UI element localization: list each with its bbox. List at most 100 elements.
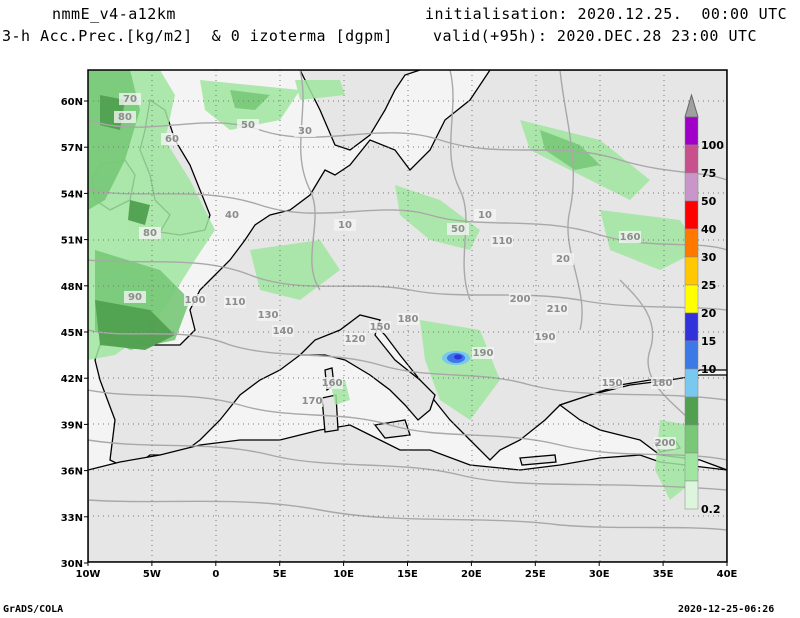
contour-label: 50 — [451, 224, 465, 235]
lat-lon-grid — [88, 70, 727, 562]
contour-label: 80 — [143, 228, 157, 239]
contour-label-bg — [257, 309, 279, 321]
contour-label-bg — [221, 209, 243, 221]
legend-swatch — [684, 200, 699, 230]
legend-label: 50 — [701, 195, 717, 208]
lat-label: 54N — [61, 189, 83, 200]
contour-label-bg — [447, 223, 469, 235]
lat-label: 57N — [61, 143, 83, 154]
contour-label: 60 — [165, 134, 179, 145]
contour-label: 90 — [128, 292, 142, 303]
contour-label-bg — [601, 377, 623, 389]
contour-label-bg — [161, 133, 183, 145]
initialisation-time: initialisation: 2020.12.25. 00:00 UTC — [425, 5, 788, 23]
legend-swatch — [684, 284, 699, 314]
italy — [298, 314, 436, 421]
legend-swatch — [684, 144, 699, 174]
legend-swatch — [684, 172, 699, 202]
contour-label: 170 — [302, 396, 323, 407]
lat-label: 42N — [61, 374, 83, 385]
lon-label: 10E — [333, 569, 354, 580]
contour-label: 200 — [655, 438, 676, 449]
contour-label: 210 — [547, 304, 568, 315]
legend-label: 15 — [701, 335, 716, 348]
footer-timestamp: 2020-12-25-06:26 — [678, 604, 775, 615]
contour-label: 160 — [620, 232, 641, 243]
lon-label: 30E — [589, 569, 610, 580]
contour-value-labels: 70 80 60 50 30 40 10 80 90 100 110 130 140 120 150 160 1… — [114, 93, 676, 449]
contour-label: 40 — [225, 210, 239, 221]
contour-label-bg — [472, 347, 494, 359]
lon-label: 40E — [717, 569, 738, 580]
lat-label: 60N — [61, 97, 83, 108]
contour-label: 110 — [492, 236, 513, 247]
lat-label: 51N — [61, 236, 83, 247]
contour-label-bg — [552, 253, 574, 265]
contour-label-bg — [619, 231, 641, 243]
contour-label: 130 — [258, 310, 279, 321]
contour-label: 20 — [556, 254, 570, 265]
north-africa — [88, 424, 727, 562]
contour-label-bg — [224, 296, 246, 308]
latitude-labels: 60N 57N 54N 51N 48N 45N 42N 39N 36N 33N 30N — [61, 97, 88, 570]
contour-label: 150 — [602, 378, 623, 389]
map-canvas: 70 80 60 50 30 40 10 80 90 100 110 130 140 120 150 160 1… — [88, 70, 727, 562]
legend-swatch — [684, 480, 699, 510]
contour-label: 180 — [398, 314, 419, 325]
contour-label: 110 — [225, 297, 246, 308]
sardinia — [321, 394, 339, 433]
lon-label: 20E — [461, 569, 482, 580]
contour-label: 10 — [478, 210, 492, 221]
contour-label-bg — [119, 93, 141, 105]
contour-label-bg — [272, 325, 294, 337]
legend-swatch — [684, 312, 699, 342]
lon-label: 25E — [525, 569, 546, 580]
contour-label-bg — [344, 333, 366, 345]
contour-label: 140 — [273, 326, 294, 337]
lat-label: 33N — [61, 513, 83, 524]
valid-time: valid(+95h): 2020.DEC.28 23:00 UTC — [433, 27, 758, 45]
legend-label: 75 — [701, 167, 716, 180]
contour-label-bg — [301, 395, 323, 407]
legend-swatch — [684, 368, 699, 398]
contour-label: 70 — [123, 94, 137, 105]
contour-label: 180 — [652, 378, 673, 389]
legend-swatch — [684, 256, 699, 286]
contour-label-bg — [546, 303, 568, 315]
contour-label: 150 — [370, 322, 391, 333]
lat-label: 36N — [61, 467, 83, 478]
field-description: 3-h Acc.Prec.[kg/m2] & 0 izoterma [dgpm] — [2, 27, 393, 45]
contour-label-bg — [184, 294, 206, 306]
legend-swatch — [684, 452, 699, 482]
lat-label: 39N — [61, 420, 83, 431]
legend-label: 20 — [701, 307, 717, 320]
lon-label: 0 — [212, 569, 219, 580]
crete — [519, 454, 557, 466]
contour-label-bg — [651, 377, 673, 389]
legend-swatch — [684, 228, 699, 258]
contour-label: 120 — [345, 334, 366, 345]
contour-label: 50 — [241, 120, 255, 131]
contour-label: 80 — [118, 112, 132, 123]
lon-label: 5E — [273, 569, 287, 580]
lon-label: 10W — [76, 569, 101, 580]
contour-label-bg — [397, 313, 419, 325]
contour-label: 190 — [535, 332, 556, 343]
contour-label: 100 — [185, 295, 206, 306]
heavy-cell-adriatic — [442, 351, 470, 365]
contour-label-bg — [369, 321, 391, 333]
contour-label-bg — [334, 219, 356, 231]
contour-label: 160 — [322, 378, 343, 389]
lat-label: 45N — [61, 328, 83, 339]
legend-label: 25 — [701, 279, 716, 292]
contour-label-bg — [139, 227, 161, 239]
legend-label: 30 — [701, 251, 717, 264]
legend-label: 0.2 — [701, 503, 721, 516]
contour-label-bg — [124, 291, 146, 303]
contour-label-bg — [237, 119, 259, 131]
contour-label: 190 — [473, 348, 494, 359]
contour-label: 10 — [338, 220, 352, 231]
model-name: nmmE_v4-a12km — [52, 5, 176, 23]
legend-swatch — [684, 116, 699, 146]
